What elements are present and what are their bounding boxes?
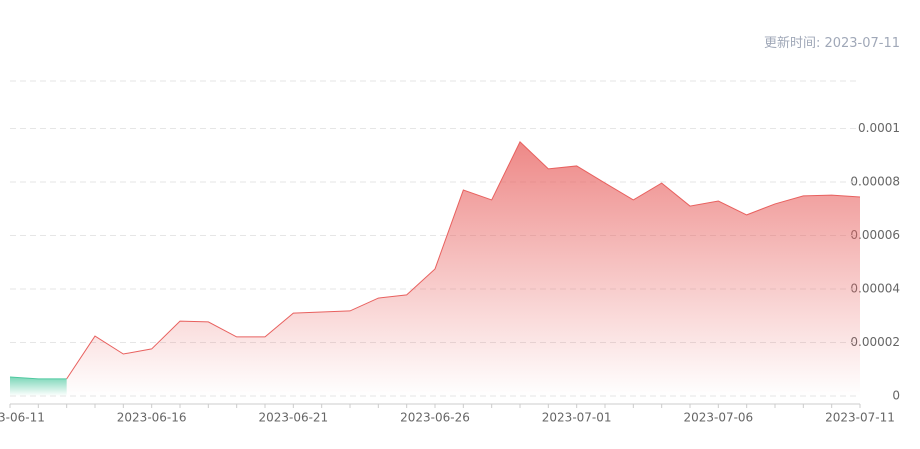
x-tick-label: 2023-06-16 — [117, 411, 187, 425]
line — [66, 141, 861, 380]
area — [10, 377, 67, 396]
y-tick-label: 0.00006 — [850, 228, 900, 242]
y-tick-label: 0.00002 — [850, 335, 900, 349]
area — [66, 141, 860, 396]
x-tick-label: 2023-06-11 — [0, 411, 45, 425]
x-tick-label: 2023-07-01 — [542, 411, 612, 425]
y-tick-label: 0 — [892, 389, 900, 403]
x-tick-label: 2023-07-06 — [683, 411, 753, 425]
x-tick-label: 2023-06-21 — [258, 411, 328, 425]
y-tick-label: 0.0001 — [858, 121, 900, 135]
y-tick-label: 0.00008 — [850, 175, 900, 189]
update-time: 更新时间: 2023-07-11 — [763, 36, 900, 51]
x-tick-label: 2023-07-11 — [825, 411, 895, 425]
x-tick-label: 2023-06-26 — [400, 411, 470, 425]
line — [9, 376, 67, 380]
y-tick-label: 0.00004 — [850, 282, 900, 296]
